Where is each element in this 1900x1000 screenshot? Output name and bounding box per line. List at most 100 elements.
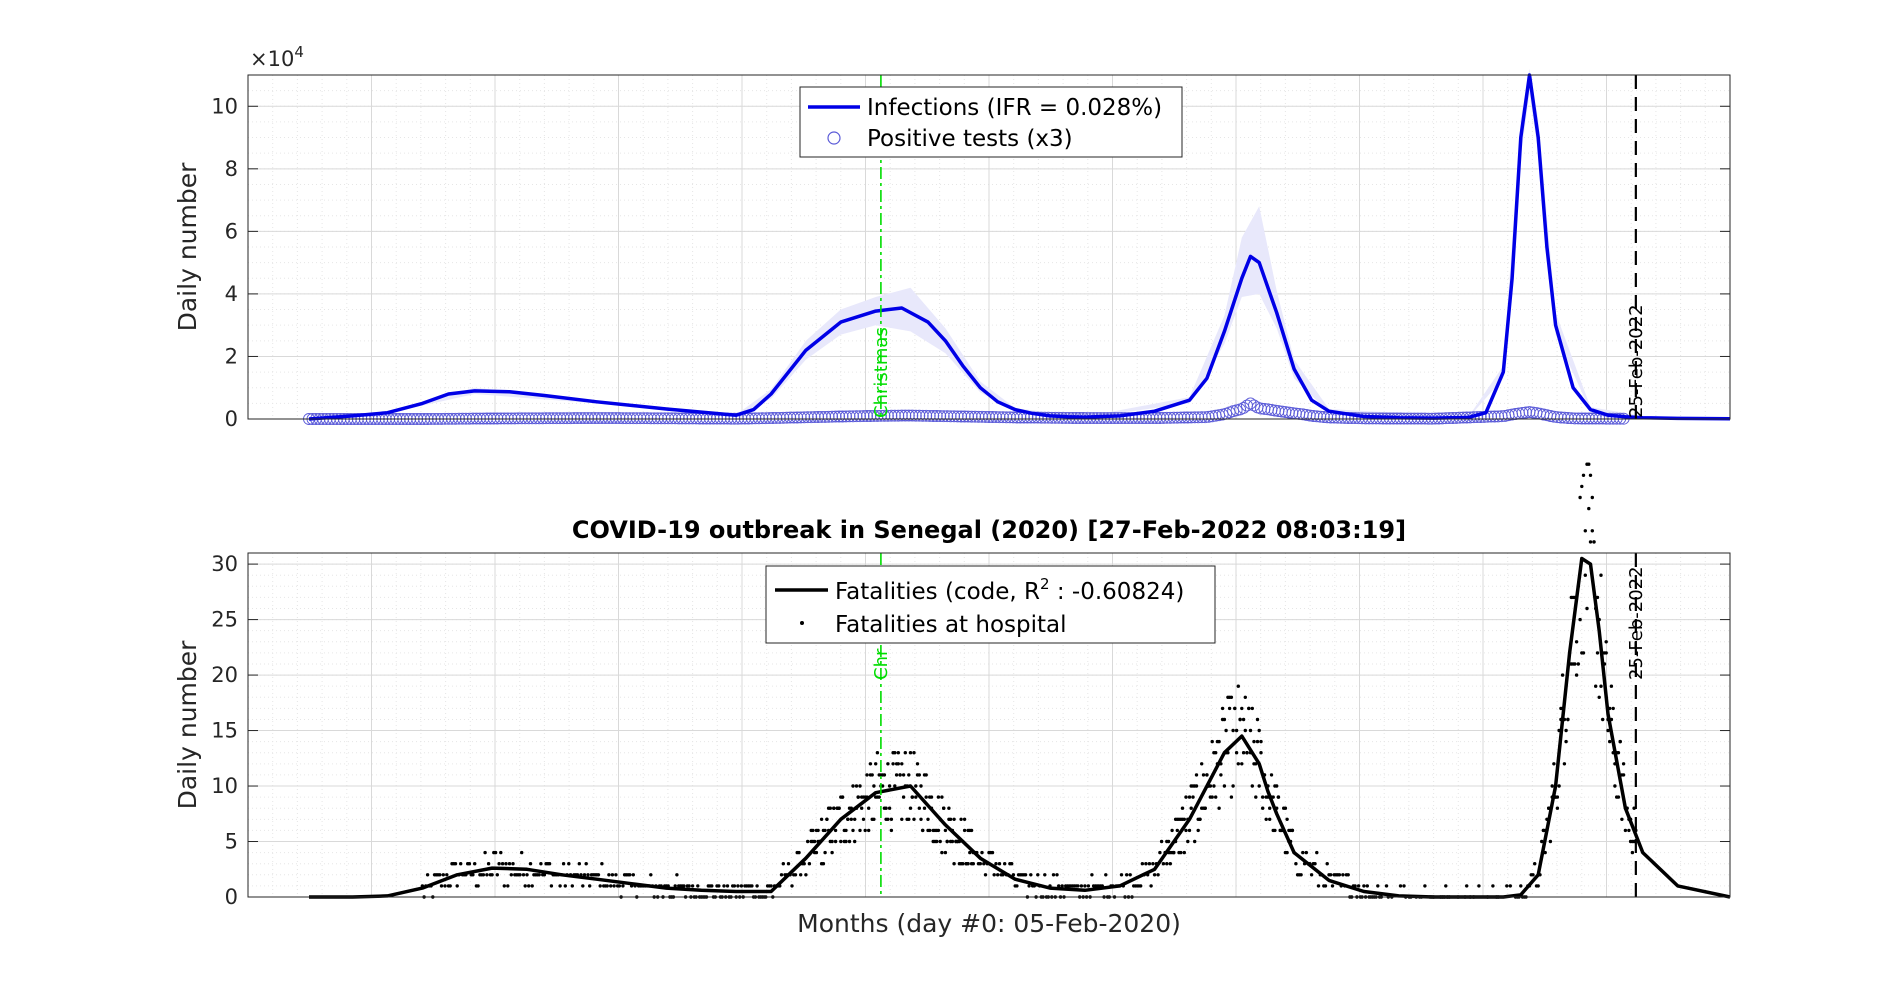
positive-test-point <box>623 412 636 425</box>
positive-test-point <box>1178 411 1191 424</box>
hospital-fatality-point <box>1316 884 1321 888</box>
hospital-fatality-point <box>1548 839 1553 844</box>
hospital-fatality-point <box>687 884 691 888</box>
hospital-fatality-point <box>1259 739 1263 744</box>
hospital-fatality-point <box>943 850 948 855</box>
hospital-fatality-point <box>1234 751 1239 755</box>
positive-test-point <box>595 412 608 425</box>
hospital-fatality-point <box>1301 850 1305 855</box>
hospital-fatality-point <box>996 873 1000 877</box>
hospital-fatality-point <box>1051 873 1056 877</box>
hospital-fatality-point <box>1285 817 1289 821</box>
y-tick-label: 4 <box>225 282 238 306</box>
positive-test-point <box>1310 410 1323 423</box>
hospital-fatality-point <box>1201 773 1206 777</box>
positive-test-point <box>515 412 528 425</box>
hospital-fatality-point <box>628 873 632 877</box>
hospital-fatality-point <box>755 884 759 888</box>
hospital-fatality-point <box>1259 751 1263 755</box>
positive-test-point <box>1248 399 1260 412</box>
y-tick-label: 0 <box>225 885 238 909</box>
positive-test-point <box>540 412 553 425</box>
hospital-fatality-point <box>1606 728 1610 733</box>
positive-test-point <box>773 411 786 424</box>
positive-test-point <box>613 412 626 425</box>
hospital-fatality-point <box>1491 884 1495 888</box>
positive-test-point <box>505 412 518 425</box>
hospital-fatality-point <box>1269 773 1274 777</box>
hospital-fatality-point <box>806 839 810 844</box>
hospital-fatality-point <box>1587 462 1591 466</box>
hospital-fatality-point <box>779 873 784 877</box>
positive-test-point <box>805 411 818 424</box>
hospital-fatality-point <box>853 839 857 844</box>
hospital-fatality-point <box>900 762 904 766</box>
hospital-fatality-point <box>600 862 604 866</box>
hospital-fatality-point <box>1250 706 1255 711</box>
fatalities-series <box>309 462 1731 899</box>
hospital-fatality-point <box>1184 828 1188 833</box>
hospital-fatality-point <box>1597 695 1601 699</box>
hospital-fatality-point <box>797 850 801 855</box>
positive-test-point <box>1150 412 1163 424</box>
hospital-fatality-point <box>1027 884 1031 888</box>
positive-test-point <box>874 409 887 422</box>
positive-test-point <box>536 412 549 425</box>
positive-test-point <box>983 411 995 423</box>
hospital-fatality-point <box>1613 784 1617 788</box>
positive-test-point <box>965 410 978 423</box>
hospital-fatality-point <box>605 884 609 888</box>
positive-test-point <box>895 409 908 422</box>
hospital-fatality-point <box>1168 862 1173 866</box>
hospital-fatality-point <box>481 873 486 877</box>
hospital-fatality-point <box>1585 606 1589 611</box>
hospital-fatality-point <box>887 806 892 810</box>
hospital-fatality-point <box>530 884 534 888</box>
hospital-fatality-point <box>830 850 834 855</box>
hospital-fatality-point <box>1233 706 1237 711</box>
hospital-fatality-point <box>919 784 923 788</box>
hospital-fatality-point <box>1189 806 1193 810</box>
y-tick-label: 6 <box>225 219 238 243</box>
hospital-fatality-point <box>854 784 859 788</box>
hospital-fatality-point <box>769 884 773 888</box>
y-exponent-label: ×104 <box>250 43 304 71</box>
hospital-fatality-point <box>912 751 916 755</box>
hospital-fatality-point <box>1365 884 1370 888</box>
hospital-fatality-point <box>935 839 939 844</box>
hospital-fatality-point <box>1217 806 1221 810</box>
positive-test-point <box>892 409 905 422</box>
positive-test-point <box>1000 411 1013 424</box>
hospital-fatality-point <box>936 828 941 833</box>
hospital-fatality-point <box>609 884 613 888</box>
positive-test-point <box>637 412 650 425</box>
positive-test-point <box>944 410 957 423</box>
hospital-fatality-point <box>1592 540 1596 544</box>
infections-line <box>308 73 1731 421</box>
hospital-fatality-point <box>1036 873 1040 877</box>
hospital-fatality-point <box>1583 573 1588 577</box>
hospital-fatality-point <box>1309 873 1314 877</box>
legend-infections-label: Infections (IFR = 0.028%) <box>867 95 1162 121</box>
hospital-fatality-point <box>940 850 944 855</box>
hospital-fatality-point <box>1186 839 1190 844</box>
positive-test-point <box>1572 412 1585 425</box>
hospital-fatality-point <box>1616 795 1621 799</box>
hospital-fatality-point <box>1139 884 1143 888</box>
hospital-fatality-point <box>1147 862 1152 866</box>
hospital-fatality-point <box>1210 795 1214 799</box>
positive-test-point <box>1007 411 1020 424</box>
positive-test-point <box>1516 406 1529 419</box>
hospital-fatality-point <box>994 862 998 866</box>
hospital-fatality-point <box>523 884 527 888</box>
hospital-fatality-point <box>872 817 876 821</box>
positive-test-point <box>1317 411 1330 423</box>
hospital-fatality-point <box>887 784 892 788</box>
positive-test-point <box>679 412 692 425</box>
hospital-fatality-point <box>443 884 447 888</box>
positive-test-point <box>906 409 919 422</box>
positive-test-point <box>902 409 915 422</box>
hospital-fatality-point <box>476 884 480 888</box>
y-tick-label: 10 <box>211 774 238 798</box>
hospital-fatality-point <box>750 884 754 888</box>
